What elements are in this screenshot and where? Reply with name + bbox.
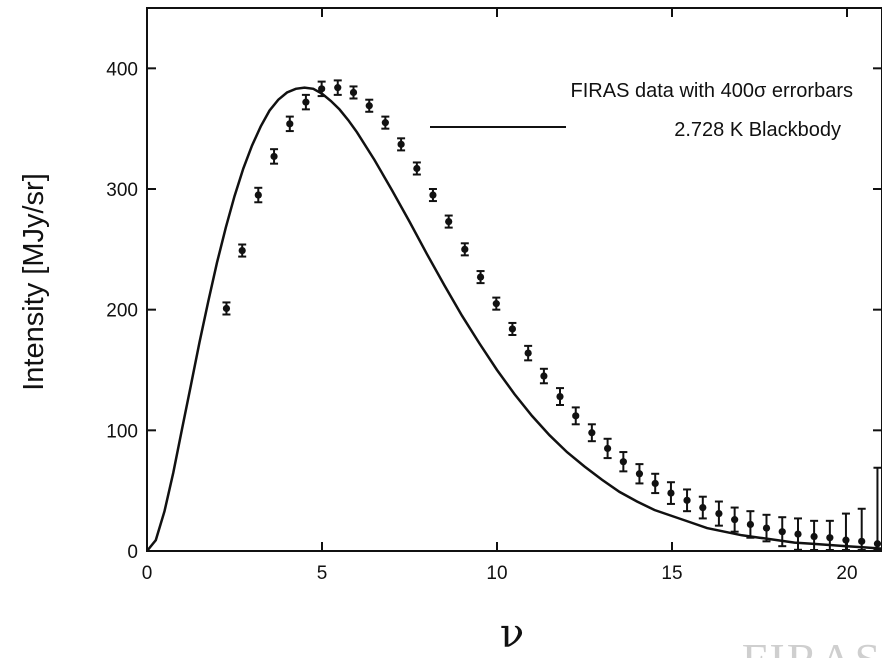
- data-point: [254, 191, 262, 199]
- data-point: [222, 304, 231, 313]
- legend-label-blackbody: 2.728 K Blackbody: [674, 119, 841, 141]
- data-point: [286, 120, 294, 128]
- x-tick-label: 5: [317, 563, 328, 584]
- y-tick-labels: 0 100 200 300 400: [106, 59, 138, 563]
- data-point: [858, 537, 866, 545]
- data-point: [381, 119, 389, 127]
- y-tick-label: 300: [106, 180, 138, 201]
- y-tick-label: 0: [127, 542, 138, 563]
- x-tick-label: 0: [142, 563, 153, 584]
- data-point: [476, 273, 485, 281]
- x-tick-label: 15: [661, 563, 682, 584]
- legend: FIRAS data with 400σ errorbars 2.728 K B…: [430, 80, 853, 141]
- data-point: [429, 191, 437, 199]
- data-point: [794, 530, 802, 538]
- data-point: [540, 372, 548, 380]
- data-point: [445, 217, 453, 226]
- data-point: [715, 509, 723, 518]
- data-point: [524, 349, 532, 357]
- data-point: [349, 88, 358, 97]
- data-point: [810, 532, 818, 541]
- x-tick-labels: 0 5 10 15 20: [142, 563, 858, 584]
- y-axis-label: Intensity [MJy/sr]: [18, 173, 50, 391]
- x-tick-label: 10: [486, 563, 507, 584]
- data-point: [826, 534, 834, 542]
- data-point: [651, 479, 659, 488]
- data-point: [667, 489, 675, 497]
- data-point: [572, 412, 580, 420]
- data-point: [413, 164, 421, 173]
- firas-points-layer: [222, 79, 882, 551]
- data-point: [365, 102, 373, 110]
- data-point: [334, 84, 342, 92]
- y-tick-label: 200: [106, 301, 138, 322]
- data-point: [461, 245, 469, 253]
- data-point: [731, 516, 739, 524]
- data-point: [238, 246, 246, 255]
- blackbody-curve-layer: [146, 86, 882, 552]
- legend-label-firas: FIRAS data with 400σ errorbars: [571, 80, 853, 102]
- data-point: [635, 470, 644, 478]
- data-point: [302, 98, 310, 106]
- data-point: [508, 325, 516, 333]
- data-point: [397, 140, 405, 148]
- data-point: [683, 496, 691, 504]
- watermark-text: FIRAS: [742, 634, 882, 658]
- y-tick-label: 100: [106, 421, 138, 442]
- data-point: [762, 524, 771, 532]
- data-point: [873, 540, 882, 548]
- data-point: [588, 429, 596, 437]
- data-point: [842, 536, 850, 544]
- data-point: [556, 392, 564, 401]
- data-point: [778, 528, 786, 536]
- data-point: [619, 458, 627, 466]
- data-point: [492, 300, 500, 308]
- blackbody-curve: [146, 86, 882, 552]
- x-tick-label: 20: [836, 563, 857, 584]
- data-point: [699, 503, 707, 512]
- data-point: [604, 444, 612, 453]
- data-point: [318, 85, 326, 93]
- y-tick-label: 400: [106, 59, 138, 80]
- plot-frame: [146, 7, 882, 552]
- data-point: [270, 152, 278, 161]
- data-point: [746, 520, 755, 529]
- x-axis-label: ν: [500, 611, 524, 657]
